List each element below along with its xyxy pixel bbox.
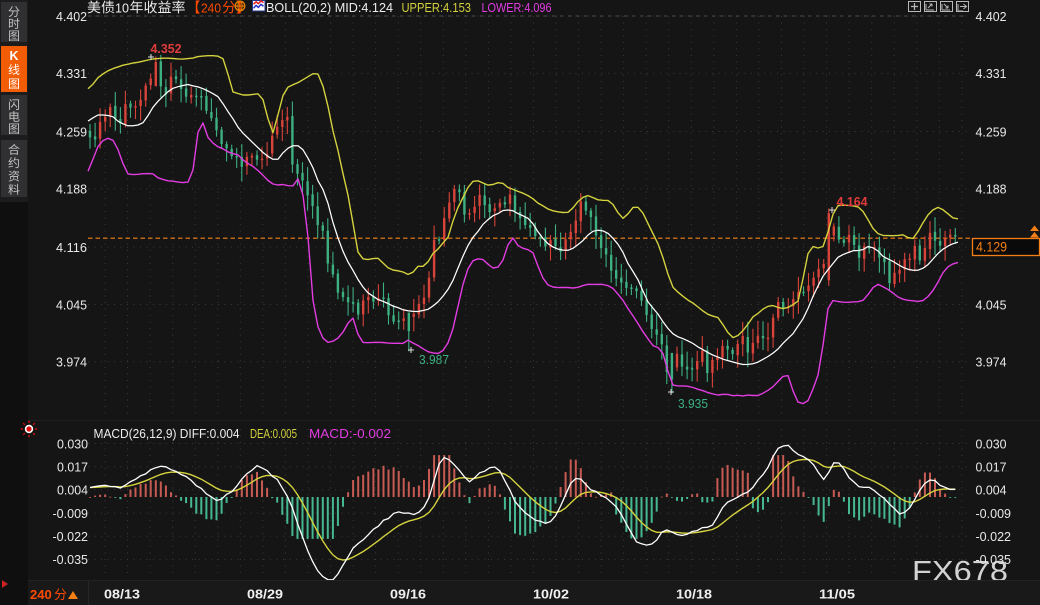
svg-text:-0.009: -0.009 [53, 506, 89, 521]
svg-text:4.259: 4.259 [56, 124, 87, 139]
svg-text:08/29: 08/29 [247, 587, 283, 602]
svg-text:4.188: 4.188 [56, 182, 87, 197]
svg-text:4.331: 4.331 [56, 66, 87, 81]
svg-text:-0.035: -0.035 [976, 552, 1012, 567]
svg-text:4.331: 4.331 [976, 66, 1007, 81]
svg-text:10: 10 [115, 0, 129, 15]
svg-text:LOWER:4.096: LOWER:4.096 [482, 1, 552, 15]
svg-text:MACD:-0.002: MACD:-0.002 [309, 426, 391, 441]
svg-text:MACD(26,12,9) DIFF:0.004: MACD(26,12,9) DIFF:0.004 [94, 426, 240, 441]
svg-text:0.017: 0.017 [976, 460, 1007, 475]
svg-text:10/02: 10/02 [533, 587, 569, 602]
svg-text:4.402: 4.402 [976, 9, 1007, 24]
svg-text:4.402: 4.402 [56, 9, 87, 24]
svg-text:0.004: 0.004 [976, 483, 1007, 498]
svg-text:3.974: 3.974 [56, 355, 87, 370]
svg-text:-0.009: -0.009 [976, 506, 1012, 521]
svg-text:K: K [9, 49, 18, 63]
svg-text:0.017: 0.017 [57, 460, 88, 475]
svg-text:240: 240 [201, 0, 221, 15]
svg-text:DEA:0.005: DEA:0.005 [250, 426, 297, 441]
svg-text:4.116: 4.116 [56, 240, 87, 255]
svg-text:4.129: 4.129 [976, 239, 1007, 255]
svg-text:-0.022: -0.022 [53, 529, 89, 544]
svg-text:10/18: 10/18 [676, 587, 712, 602]
svg-text:UPPER:4.153: UPPER:4.153 [402, 1, 472, 15]
svg-text:09/16: 09/16 [390, 587, 426, 602]
svg-text:3.987: 3.987 [419, 352, 449, 367]
svg-text:4.352: 4.352 [151, 42, 182, 56]
svg-text:BOLL(20,2) MID:4.124: BOLL(20,2) MID:4.124 [266, 1, 393, 15]
svg-text:-0.035: -0.035 [53, 552, 89, 567]
svg-text:3.935: 3.935 [678, 396, 708, 411]
svg-text:0.030: 0.030 [976, 436, 1007, 451]
svg-text:4.045: 4.045 [56, 297, 87, 312]
svg-text:0.030: 0.030 [57, 436, 88, 451]
svg-text:4.259: 4.259 [976, 124, 1007, 139]
svg-text:4.188: 4.188 [976, 182, 1007, 197]
svg-text:4.045: 4.045 [976, 297, 1007, 312]
svg-text:0.004: 0.004 [57, 483, 88, 498]
svg-text:-0.022: -0.022 [976, 529, 1012, 544]
svg-text:4.164: 4.164 [837, 195, 868, 209]
svg-text:3.974: 3.974 [976, 355, 1007, 370]
svg-text:08/13: 08/13 [104, 587, 140, 602]
svg-text:11/05: 11/05 [819, 587, 856, 602]
svg-text:240: 240 [30, 587, 52, 602]
